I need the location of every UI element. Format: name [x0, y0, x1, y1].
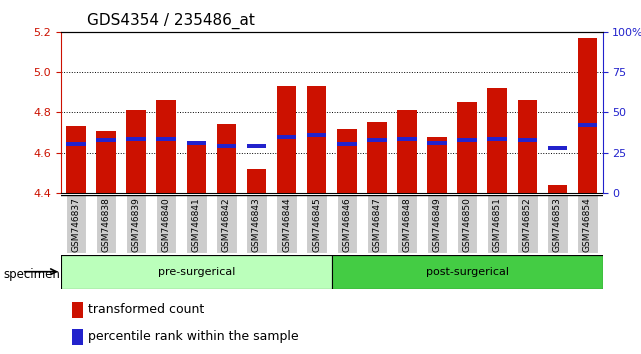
Bar — [126, 137, 146, 141]
Bar — [457, 138, 477, 142]
Bar — [307, 132, 326, 137]
Bar — [517, 100, 537, 193]
FancyBboxPatch shape — [126, 195, 146, 253]
Bar — [156, 100, 176, 193]
Text: GSM746851: GSM746851 — [493, 197, 502, 252]
FancyBboxPatch shape — [186, 195, 206, 253]
Text: GSM746846: GSM746846 — [342, 197, 351, 252]
Bar — [96, 131, 116, 193]
Bar — [337, 142, 356, 145]
Bar — [156, 137, 176, 141]
Bar — [428, 141, 447, 145]
Bar — [487, 137, 507, 141]
Bar — [187, 141, 206, 145]
Text: specimen: specimen — [3, 268, 60, 281]
FancyBboxPatch shape — [306, 195, 327, 253]
Text: GSM746854: GSM746854 — [583, 197, 592, 252]
Text: GSM746840: GSM746840 — [162, 197, 171, 252]
Bar — [126, 110, 146, 193]
FancyBboxPatch shape — [397, 195, 417, 253]
FancyBboxPatch shape — [337, 195, 357, 253]
Bar — [187, 143, 206, 193]
FancyBboxPatch shape — [276, 195, 297, 253]
Text: GSM746848: GSM746848 — [403, 197, 412, 252]
FancyBboxPatch shape — [216, 195, 237, 253]
Bar — [397, 110, 417, 193]
Bar — [217, 125, 236, 193]
Text: GSM746853: GSM746853 — [553, 197, 562, 252]
Bar — [72, 329, 83, 345]
Text: percentile rank within the sample: percentile rank within the sample — [88, 330, 299, 343]
Text: GSM746838: GSM746838 — [101, 197, 110, 252]
FancyBboxPatch shape — [427, 195, 447, 253]
FancyBboxPatch shape — [66, 195, 86, 253]
Bar — [367, 138, 387, 142]
Text: GSM746843: GSM746843 — [252, 197, 261, 252]
Bar — [547, 185, 567, 193]
Text: GSM746842: GSM746842 — [222, 197, 231, 252]
FancyBboxPatch shape — [367, 195, 387, 253]
Text: transformed count: transformed count — [88, 303, 204, 316]
Bar — [66, 126, 86, 193]
Bar — [307, 86, 326, 193]
FancyBboxPatch shape — [547, 195, 568, 253]
Text: post-surgerical: post-surgerical — [426, 267, 508, 277]
Text: GDS4354 / 235486_at: GDS4354 / 235486_at — [87, 12, 254, 29]
Text: GSM746837: GSM746837 — [71, 197, 80, 252]
Bar — [277, 86, 296, 193]
Bar — [547, 145, 567, 150]
Bar — [397, 137, 417, 141]
Bar — [217, 144, 236, 148]
FancyBboxPatch shape — [457, 195, 478, 253]
Text: GSM746841: GSM746841 — [192, 197, 201, 252]
FancyBboxPatch shape — [517, 195, 538, 253]
Bar — [66, 142, 86, 145]
Text: GSM746844: GSM746844 — [282, 197, 291, 252]
Bar — [337, 129, 356, 193]
Bar — [247, 144, 266, 148]
Bar — [428, 137, 447, 193]
Bar — [61, 255, 332, 289]
Bar — [247, 169, 266, 193]
Text: GSM746845: GSM746845 — [312, 197, 321, 252]
FancyBboxPatch shape — [96, 195, 116, 253]
Bar — [578, 124, 597, 127]
Bar — [457, 102, 477, 193]
Text: GSM746849: GSM746849 — [433, 197, 442, 252]
Text: GSM746852: GSM746852 — [523, 197, 532, 252]
Bar — [332, 255, 603, 289]
FancyBboxPatch shape — [487, 195, 508, 253]
Bar — [72, 302, 83, 318]
FancyBboxPatch shape — [578, 195, 597, 253]
Text: GSM746850: GSM746850 — [463, 197, 472, 252]
Bar — [578, 38, 597, 193]
Text: GSM746847: GSM746847 — [372, 197, 381, 252]
FancyBboxPatch shape — [246, 195, 267, 253]
Text: pre-surgerical: pre-surgerical — [158, 267, 235, 277]
Bar — [517, 138, 537, 142]
Bar — [367, 122, 387, 193]
FancyBboxPatch shape — [156, 195, 176, 253]
Bar — [277, 135, 296, 138]
Text: GSM746839: GSM746839 — [131, 197, 140, 252]
Bar — [487, 88, 507, 193]
Bar — [96, 138, 116, 142]
